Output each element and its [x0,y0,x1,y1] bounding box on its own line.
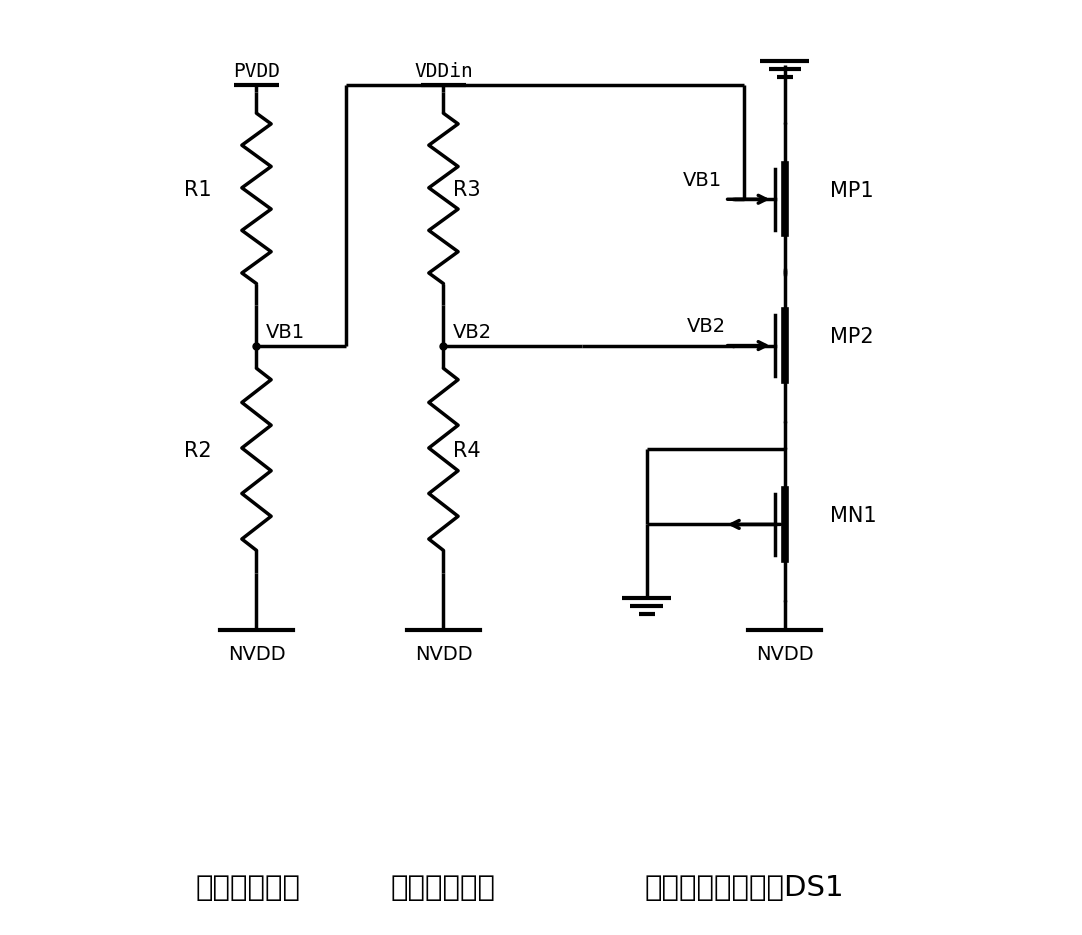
Text: VB2: VB2 [687,317,726,336]
Text: 第一偏置电路: 第一偏置电路 [196,874,301,902]
Text: R3: R3 [453,180,480,200]
Text: MP2: MP2 [830,327,873,348]
Text: VB2: VB2 [453,323,492,341]
Text: 第二偏置电路: 第二偏置电路 [391,874,496,902]
Text: NVDD: NVDD [756,645,814,664]
Text: VDDin: VDDin [414,62,473,80]
Text: VB1: VB1 [266,323,305,341]
Text: VB1: VB1 [683,170,723,190]
Text: 负压第一释放电路DS1: 负压第一释放电路DS1 [645,874,844,902]
Text: NVDD: NVDD [414,645,472,664]
Text: NVDD: NVDD [227,645,286,664]
Text: R2: R2 [184,441,212,461]
Text: MP1: MP1 [830,181,873,201]
Text: R1: R1 [184,180,212,200]
Text: R4: R4 [453,441,480,461]
Text: MN1: MN1 [830,506,876,526]
Text: PVDD: PVDD [233,62,280,80]
